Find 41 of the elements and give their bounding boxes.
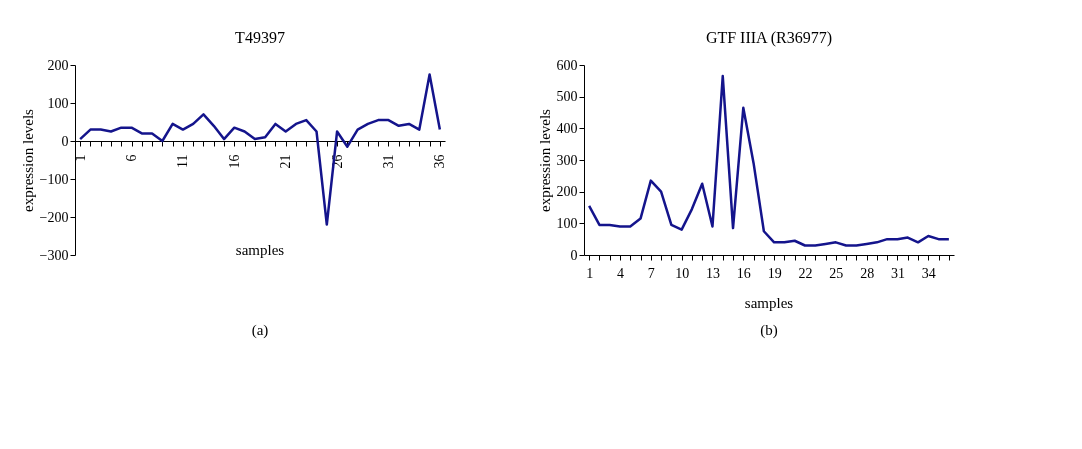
x-tick-label: 11	[175, 154, 191, 168]
y-tick-label: 0	[61, 133, 69, 149]
x-tick-label: 31	[890, 265, 905, 281]
y-tick-label: 200	[47, 57, 69, 73]
y-tick-label: −100	[39, 171, 69, 187]
y-tick-label: 0	[570, 247, 578, 263]
x-tick-label: 16	[736, 265, 751, 281]
line-series	[78, 73, 442, 226]
y-axis-title: expression levels	[19, 108, 36, 212]
x-tick-label: 10	[675, 265, 690, 281]
y-tick-label: 400	[556, 120, 578, 136]
chart-title: GTF IIIA (R36977)	[705, 29, 833, 47]
chart-title: T49397	[235, 29, 285, 46]
x-tick-label: 31	[380, 154, 396, 169]
y-tick-label: 600	[556, 57, 578, 73]
x-tick-label: 36	[432, 154, 448, 169]
x-axis-title: samples	[744, 295, 794, 311]
x-tick-label: 22	[798, 265, 813, 281]
x-tick-label: 4	[616, 265, 624, 281]
line-series	[587, 74, 951, 247]
y-axis-title: expression levels	[536, 108, 553, 212]
x-tick-label: 25	[829, 265, 844, 281]
x-tick-label: 13	[705, 265, 720, 281]
x-tick-label: 1	[586, 265, 594, 281]
x-tick-label: 7	[647, 265, 655, 281]
x-tick-label: 21	[278, 154, 294, 169]
x-tick-label: 19	[767, 265, 782, 281]
x-tick-label: 28	[860, 265, 875, 281]
y-tick-label: 100	[556, 215, 578, 231]
y-tick-label: 200	[556, 184, 578, 200]
y-tick-label: −300	[39, 247, 69, 263]
text: (a)	[251, 322, 269, 339]
x-tick-label: 16	[226, 154, 242, 169]
x-tick-label: 6	[124, 154, 140, 162]
x-tick-label: 34	[921, 265, 936, 281]
x-axis-title: samples	[235, 242, 285, 258]
y-tick-label: 100	[47, 95, 69, 111]
y-tick-label: −200	[39, 209, 69, 225]
y-tick-label: 500	[556, 89, 578, 105]
y-tick-label: 300	[556, 152, 578, 168]
text: (b)	[760, 322, 778, 339]
